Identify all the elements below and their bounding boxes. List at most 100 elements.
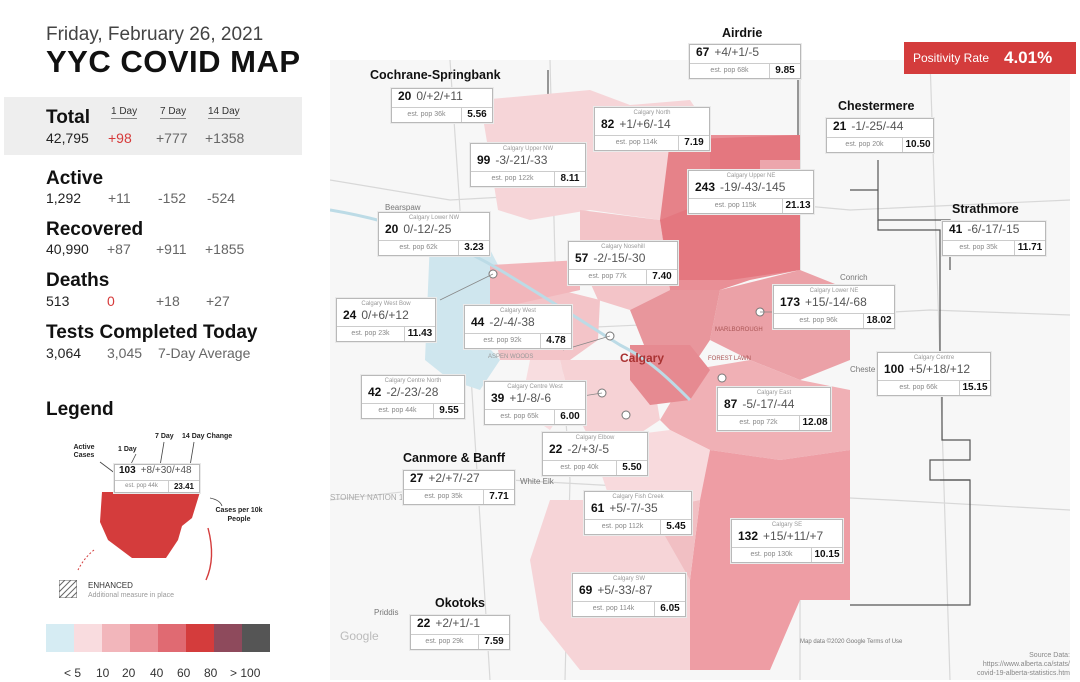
region-name: Calgary West Bow (361, 301, 411, 307)
source-line1: https://www.alberta.ca/stats/ (982, 661, 1070, 668)
region-box-chestermere: 21 -1/-25/-44 est. pop 20k 10.50 (826, 118, 934, 153)
region-cases: 24 (343, 308, 357, 322)
legend-sample-box: 103 +8/+30/+48 est. pop 44k 23.41 (114, 464, 200, 493)
legend-7day: 7 Day (155, 433, 174, 440)
region-box-calgary-sw: Calgary SW 69 +5/-33/-87 est. pop 114k 6.05 (572, 573, 686, 617)
region-change: -3/-21/-33 (495, 153, 548, 167)
region-per10k: 7.71 (489, 491, 509, 502)
col-7day: 7 Day (160, 106, 187, 119)
region-change: +1/-8/-6 (509, 391, 552, 405)
region-pop: est. pop 72k (718, 416, 800, 430)
region-box-calgary-upper-ne: Calgary Upper NE 243 -19/-43/-145 est. pop … (688, 170, 814, 214)
scale-label: < 5 (64, 666, 82, 680)
region-change: +4/+1/-5 (714, 45, 760, 59)
region-name: Calgary Lower NE (809, 288, 859, 294)
region-pop: est. pop 44k (362, 404, 434, 418)
region-cases: 57 (575, 251, 589, 265)
region-per10k: 15.15 (962, 382, 988, 393)
region-change: 0/-12/-25 (403, 222, 452, 236)
deaths-value: 513 (46, 293, 70, 309)
scale-label: 10 (96, 666, 110, 680)
region-pop: est. pop 77k (569, 270, 647, 284)
map-label-conrich: Conrich (840, 273, 868, 282)
scale-label: 40 (150, 666, 164, 680)
recovered-day7: +911 (156, 241, 187, 257)
scale-swatch (186, 624, 214, 652)
legend-sample-cases: 103 (119, 465, 136, 476)
region-cases: 69 (579, 583, 593, 597)
region-pop: est. pop 130k (732, 548, 812, 562)
place-chestermere: Chestermere (838, 99, 915, 113)
positivity-value: 4.01% (1004, 48, 1053, 67)
active-value: 1,292 (46, 190, 82, 206)
date-label: Friday, February 26, 2021 (46, 24, 264, 45)
region-name: Calgary East (756, 390, 792, 396)
region-pop: est. pop 68k (690, 64, 770, 78)
region-per10k: 10.15 (814, 549, 840, 560)
recovered-value: 40,990 (46, 241, 89, 257)
region-per10k: 8.11 (560, 173, 580, 184)
region-change: -5/-17/-44 (742, 397, 795, 411)
legend-scale-labels: < 5 10 20 40 60 80 > 100 (46, 666, 276, 682)
region-change: +5/+18/+12 (909, 362, 971, 376)
region-per10k: 9.85 (775, 65, 795, 76)
recovered-day14: +1855 (205, 241, 245, 257)
map-label-white-elk: White Elk (520, 477, 555, 486)
legend-cases-per: Cases per 10k People (215, 507, 263, 523)
region-change: +2/+7/-27 (428, 471, 480, 485)
map-label-bearspaw: Bearspaw (385, 203, 421, 212)
legend-color-scale (46, 624, 270, 652)
active-day14: -524 (207, 190, 236, 206)
region-name: Calgary SW (612, 576, 645, 582)
region-box-okotoks: 22 +2/+1/-1 est. pop 29k 7.59 (410, 615, 510, 650)
map-label-chestermere-small: Cheste (850, 365, 876, 374)
region-per10k: 7.40 (652, 271, 672, 282)
region-pop: est. pop 23k (337, 327, 405, 341)
region-change: -2/+3/-5 (567, 442, 610, 456)
region-per10k: 10.50 (905, 139, 931, 150)
region-box-calgary-nosehill: Calgary Nosehill 57 -2/-15/-30 est. pop 77k… (568, 241, 678, 285)
scale-swatch (46, 624, 74, 652)
region-pop: est. pop 62k (379, 241, 459, 255)
region-cases: 100 (884, 362, 905, 376)
legend-sample-per: 23.41 (173, 482, 195, 491)
region-name: Calgary Upper NW (502, 146, 554, 152)
total-box (4, 97, 302, 155)
region-per10k: 5.56 (467, 109, 487, 120)
tests-label: Tests Completed Today (46, 322, 258, 343)
region-pop: est. pop 114k (573, 602, 655, 616)
scale-swatch (102, 624, 130, 652)
enhanced-hatch-icon (59, 580, 77, 598)
map-label-marlborough: MARLBOROUGH (715, 327, 763, 333)
total-day7: +777 (156, 130, 188, 146)
region-cases: 82 (601, 117, 615, 131)
deaths-day14: +27 (206, 293, 230, 309)
region-pop: est. pop 65k (485, 410, 555, 424)
region-cases: 243 (695, 180, 716, 194)
region-cases: 87 (724, 397, 738, 411)
source-line2: covid-19-alberta-statistics.htm (977, 670, 1070, 677)
region-pop: est. pop 29k (411, 635, 479, 649)
region-box-calgary-centre-west: Calgary Centre West 39 +1/-8/-6 est. pop 65… (484, 381, 586, 425)
region-cases: 27 (410, 471, 424, 485)
region-box-calgary-upper-nw: Calgary Upper NW 99 -3/-21/-33 est. pop 122… (470, 143, 586, 187)
place-airdrie: Airdrie (722, 26, 763, 40)
positivity-label: Positivity Rate (913, 51, 990, 65)
region-cases: 42 (368, 385, 382, 399)
scale-label: 80 (204, 666, 218, 680)
map-label-stoney: STOINEY NATION 145 (330, 493, 413, 502)
region-per10k: 7.19 (684, 137, 704, 148)
region-box-calgary-centre-north: Calgary Centre North 42 -2/-23/-28 est. pop… (361, 375, 465, 419)
legend-enhanced: ENHANCED (88, 581, 133, 590)
region-cases: 22 (417, 616, 431, 630)
region-change: -2/-15/-30 (593, 251, 646, 265)
region-cases: 22 (549, 442, 563, 456)
region-pop: est. pop 20k (827, 138, 903, 152)
region-change: -2/-23/-28 (386, 385, 439, 399)
map-label-calgary: Calgary (620, 351, 664, 365)
total-value: 42,795 (46, 130, 89, 146)
region-change: +1/+6/-14 (619, 117, 671, 131)
region-cases: 61 (591, 501, 605, 515)
active-day7: -152 (158, 190, 187, 206)
region-name: Calgary SE (771, 522, 803, 528)
